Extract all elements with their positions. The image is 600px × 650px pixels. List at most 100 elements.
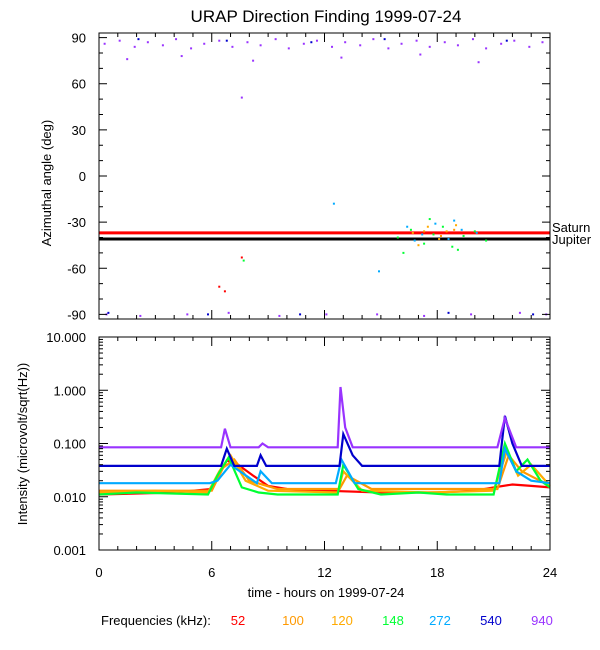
scatter-point-940 xyxy=(500,42,503,45)
scatter-point-272 xyxy=(475,231,478,234)
scatter-point-940 xyxy=(470,313,473,316)
scatter-point-940 xyxy=(180,55,183,58)
scatter-point-148 xyxy=(456,248,459,251)
intensity-y-tick-label: 1.000 xyxy=(53,383,86,398)
scatter-point-940 xyxy=(103,42,106,45)
scatter-point-940 xyxy=(456,44,459,47)
legend-item-52: 52 xyxy=(231,613,245,628)
scatter-point-940 xyxy=(161,44,164,47)
scatter-point-148 xyxy=(473,230,476,233)
scatter-point-940 xyxy=(419,53,422,56)
series-line-540 xyxy=(99,415,550,467)
intensity-x-tick-label: 18 xyxy=(430,565,444,580)
direction-y-tick-label: -60 xyxy=(67,261,86,276)
scatter-point-940 xyxy=(344,41,347,44)
intensity-y-tick-label: 0.010 xyxy=(53,490,86,505)
scatter-point-940 xyxy=(359,44,362,47)
scatter-point-940 xyxy=(428,45,431,48)
scatter-point-940 xyxy=(372,38,375,41)
scatter-point-100 xyxy=(423,230,426,233)
series-line-940 xyxy=(99,386,550,449)
scatter-point-940 xyxy=(278,314,281,317)
direction-y-tick-label: -30 xyxy=(67,215,86,230)
scatter-point-52 xyxy=(240,256,243,259)
scatter-point-940 xyxy=(423,314,426,317)
scatter-point-148 xyxy=(462,234,465,237)
legend-item-940: 940 xyxy=(531,613,553,628)
scatter-point-940 xyxy=(477,61,480,64)
scatter-point-540 xyxy=(310,41,313,44)
scatter-point-940 xyxy=(252,59,255,62)
scatter-point-148 xyxy=(485,239,488,242)
direction-y-tick-label: 30 xyxy=(72,123,86,138)
direction-panel-frame xyxy=(98,32,551,320)
scatter-point-940 xyxy=(340,56,343,59)
scatter-point-540 xyxy=(107,311,110,314)
intensity-y-tick-label: 0.100 xyxy=(53,437,86,452)
direction-y-tick-label: 0 xyxy=(79,169,86,184)
scatter-point-272 xyxy=(413,239,416,242)
scatter-point-940 xyxy=(513,39,516,42)
scatter-point-540 xyxy=(206,313,209,316)
series-line-272 xyxy=(99,445,551,485)
scatter-point-272 xyxy=(421,233,424,236)
scatter-point-940 xyxy=(240,96,243,99)
scatter-point-940 xyxy=(218,39,221,42)
scatter-point-940 xyxy=(331,45,334,48)
scatter-point-52 xyxy=(223,290,226,293)
intensity-panel-frame xyxy=(98,336,551,551)
scatter-point-120 xyxy=(417,244,420,247)
intensity-x-tick-label: 0 xyxy=(95,565,102,580)
scatter-point-940 xyxy=(287,47,290,50)
scatter-point-120 xyxy=(438,238,441,241)
scatter-point-940 xyxy=(246,41,249,44)
intensity-y-tick-label: 10.000 xyxy=(46,330,86,345)
reference-label-saturn: Saturn xyxy=(552,220,590,235)
scatter-point-940 xyxy=(227,311,230,314)
scatter-point-148 xyxy=(451,245,454,248)
intensity-y-tick-label: 0.001 xyxy=(53,543,86,558)
scatter-point-940 xyxy=(518,311,521,314)
scatter-point-540 xyxy=(137,38,140,41)
scatter-point-540 xyxy=(225,39,228,42)
legend-label: Frequencies (kHz): xyxy=(101,613,211,628)
scatter-point-148 xyxy=(428,218,431,221)
scatter-point-540 xyxy=(447,311,450,314)
scatter-point-940 xyxy=(528,45,531,48)
scatter-point-540 xyxy=(383,38,386,41)
scatter-point-272 xyxy=(406,225,409,228)
direction-y-tick-label: 90 xyxy=(72,31,86,46)
scatter-point-940 xyxy=(274,38,277,41)
scatter-point-940 xyxy=(186,313,189,316)
scatter-point-940 xyxy=(118,39,121,42)
intensity-y-label: Intensity (microvolt/sqrt(Hz)) xyxy=(15,363,30,526)
scatter-point-148 xyxy=(441,225,444,228)
scatter-point-148 xyxy=(409,228,412,231)
legend-item-540: 540 xyxy=(480,613,502,628)
scatter-point-148 xyxy=(432,233,435,236)
direction-y-label: Azimuthal angle (deg) xyxy=(39,120,54,246)
legend-item-272: 272 xyxy=(429,613,451,628)
scatter-point-940 xyxy=(126,58,129,61)
legend-item-148: 148 xyxy=(382,613,404,628)
scatter-point-120 xyxy=(455,224,458,227)
scatter-point-272 xyxy=(447,238,450,241)
scatter-point-940 xyxy=(315,39,318,42)
scatter-point-940 xyxy=(485,47,488,50)
scatter-point-120 xyxy=(445,230,448,233)
intensity-x-tick-label: 12 xyxy=(317,565,331,580)
scatter-point-272 xyxy=(434,222,437,225)
scatter-point-272 xyxy=(453,219,456,222)
intensity-x-tick-label: 24 xyxy=(543,565,557,580)
scatter-point-940 xyxy=(325,313,328,316)
series-line-120 xyxy=(98,448,551,494)
scatter-point-148 xyxy=(242,259,245,262)
scatter-point-272 xyxy=(460,228,463,231)
scatter-point-940 xyxy=(146,41,149,44)
scatter-point-540 xyxy=(505,39,508,42)
scatter-point-940 xyxy=(175,38,178,41)
scatter-point-148 xyxy=(396,236,399,239)
reference-label-jupiter: Jupiter xyxy=(552,232,592,247)
